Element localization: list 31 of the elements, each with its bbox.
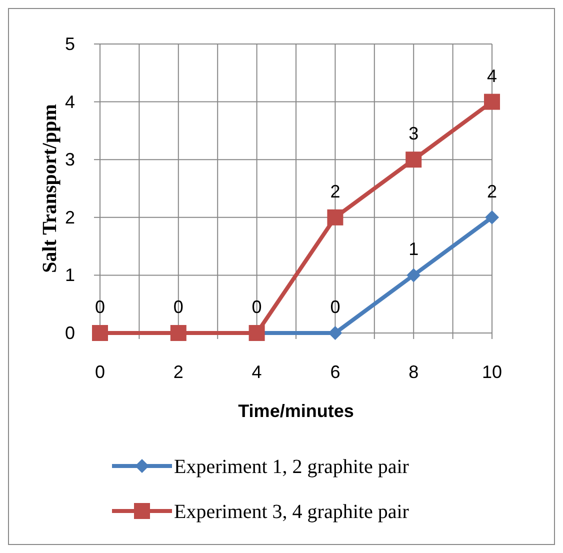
point bbox=[328, 326, 342, 340]
data-label: 1 bbox=[408, 239, 419, 260]
data-label: 0 bbox=[173, 297, 184, 317]
y-tick-label: 5 bbox=[64, 34, 75, 54]
x-tick-label: 0 bbox=[94, 362, 106, 382]
y-axis-title: Salt Transport/ppm bbox=[39, 104, 61, 273]
legend-label: Experiment 1, 2 graphite pair bbox=[174, 456, 410, 478]
data-label: 2 bbox=[486, 181, 498, 202]
point bbox=[484, 94, 500, 110]
y-tick-label: 1 bbox=[64, 265, 75, 286]
legend-label: Experiment 3, 4 graphite pair bbox=[174, 501, 410, 523]
point bbox=[406, 152, 422, 168]
point bbox=[327, 209, 344, 226]
point bbox=[485, 210, 499, 224]
data-label: 4 bbox=[486, 66, 498, 86]
x-axis-title: Time/minutes bbox=[238, 401, 354, 421]
x-tick-label: 6 bbox=[330, 362, 340, 382]
data-label: 0 bbox=[330, 297, 340, 317]
y-tick-label: 0 bbox=[64, 323, 75, 343]
point bbox=[406, 268, 421, 282]
y-tick-label: 2 bbox=[64, 207, 75, 228]
y-tick-label: 3 bbox=[64, 150, 75, 170]
x-tick-label: 4 bbox=[252, 362, 262, 382]
x-tick-label: 8 bbox=[408, 362, 419, 382]
data-label: 0 bbox=[94, 297, 106, 317]
data-label: 2 bbox=[330, 181, 340, 202]
data-label: 3 bbox=[408, 124, 419, 144]
x-tick-label: 2 bbox=[173, 362, 184, 382]
data-label: 0 bbox=[252, 297, 262, 317]
x-tick-label: 10 bbox=[482, 362, 502, 382]
y-tick-label: 4 bbox=[64, 92, 75, 112]
